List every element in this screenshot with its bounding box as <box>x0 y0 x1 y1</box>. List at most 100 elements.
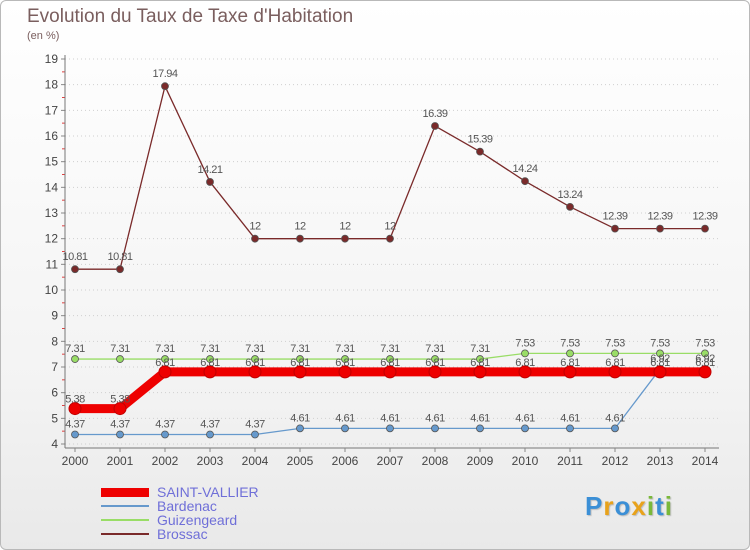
data-label: 6.81 <box>155 357 175 369</box>
data-point <box>386 424 394 433</box>
legend-swatch <box>101 519 149 521</box>
data-point <box>428 365 442 379</box>
logo-letter: o <box>614 491 632 521</box>
x-tick-label: 2013 <box>647 454 674 468</box>
data-point <box>611 424 619 433</box>
data-point <box>116 355 124 363</box>
x-tick-label: 2007 <box>377 454 404 468</box>
data-label: 7.31 <box>290 343 310 355</box>
data-label: 7.31 <box>380 343 400 355</box>
data-label: 12 <box>339 221 351 233</box>
data-label: 16.39 <box>422 108 447 120</box>
data-label: 7.31 <box>65 343 85 355</box>
x-tick-label: 2012 <box>602 454 629 468</box>
data-label: 4.61 <box>335 412 355 424</box>
data-point <box>161 430 169 439</box>
x-tick-label: 2006 <box>332 454 359 468</box>
data-point <box>566 349 574 358</box>
data-point <box>386 234 394 243</box>
data-label: 13.24 <box>557 189 582 201</box>
y-tick-label: 4 <box>51 437 58 451</box>
x-tick-label: 2010 <box>512 454 539 468</box>
proxiti-logo: Proxiti <box>585 491 673 522</box>
data-label: 6.81 <box>335 357 355 369</box>
data-point <box>431 122 439 130</box>
y-tick-label: 15 <box>45 155 59 169</box>
y-tick-label: 16 <box>45 129 59 143</box>
x-tick-label: 2003 <box>197 454 224 468</box>
data-point <box>341 355 349 363</box>
data-label: 15.39 <box>467 134 492 146</box>
data-point <box>296 234 304 243</box>
data-point <box>251 430 259 439</box>
data-point <box>248 365 262 379</box>
logo-letter: x <box>631 491 647 521</box>
data-label: 4.37 <box>200 419 220 431</box>
data-point <box>296 424 304 433</box>
data-label: 4.37 <box>155 419 175 431</box>
legend-label: Brossac <box>157 526 208 542</box>
legend-label: SAINT-VALLIER <box>157 484 259 500</box>
data-point <box>566 202 574 211</box>
data-label: 7.31 <box>470 343 490 355</box>
data-point <box>158 365 172 379</box>
data-label: 4.37 <box>65 419 85 431</box>
data-label: 6.92 <box>695 353 715 365</box>
data-label: 7.53 <box>650 337 670 349</box>
data-point <box>113 402 127 416</box>
data-label: 4.61 <box>605 412 625 424</box>
data-point <box>383 365 397 379</box>
data-label: 4.37 <box>110 419 130 431</box>
data-point <box>521 177 529 186</box>
data-label: 14.24 <box>512 163 537 175</box>
data-label: 7.31 <box>425 343 445 355</box>
y-tick-label: 19 <box>45 52 59 66</box>
x-tick-label: 2001 <box>107 454 134 468</box>
data-point <box>161 355 169 363</box>
y-tick-label: 17 <box>45 103 59 117</box>
data-point <box>566 424 574 433</box>
data-point <box>161 82 169 91</box>
data-label: 7.53 <box>515 337 535 349</box>
y-tick-label: 7 <box>51 360 58 374</box>
data-label: 17.94 <box>152 68 177 80</box>
data-point <box>518 365 532 379</box>
data-point <box>656 349 664 358</box>
data-label: 6.81 <box>425 357 445 369</box>
x-tick-label: 2014 <box>692 454 719 468</box>
data-label: 6.81 <box>560 357 580 369</box>
y-tick-label: 9 <box>51 309 58 323</box>
x-tick-label: 2009 <box>467 454 494 468</box>
legend-label: Guizengeard <box>157 512 238 528</box>
data-point <box>206 178 214 186</box>
data-label: 10.81 <box>62 251 87 263</box>
data-label: 7.31 <box>245 343 265 355</box>
data-label: 7.31 <box>200 343 220 355</box>
data-point <box>293 365 307 379</box>
y-tick-label: 10 <box>45 283 59 297</box>
chart-subtitle: (en %) <box>27 30 60 42</box>
data-label: 6.81 <box>515 357 535 369</box>
data-label: 6.81 <box>605 357 625 369</box>
data-point <box>71 355 79 363</box>
legend-swatch <box>101 505 149 507</box>
data-point <box>431 424 439 433</box>
logo-letter: i <box>664 491 673 521</box>
data-point <box>473 365 487 379</box>
data-point <box>563 365 577 379</box>
data-point <box>521 349 529 358</box>
data-label: 7.31 <box>155 343 175 355</box>
data-point <box>653 365 667 379</box>
data-point <box>206 430 214 439</box>
data-point <box>68 402 82 416</box>
data-label: 6.81 <box>650 357 670 369</box>
data-point <box>251 355 259 363</box>
data-label: 5.38 <box>110 394 130 406</box>
data-label: 6.92 <box>650 353 670 365</box>
logo-letter: t <box>655 491 665 521</box>
data-point <box>71 430 79 439</box>
y-tick-label: 14 <box>45 180 59 194</box>
data-label: 4.61 <box>515 412 535 424</box>
